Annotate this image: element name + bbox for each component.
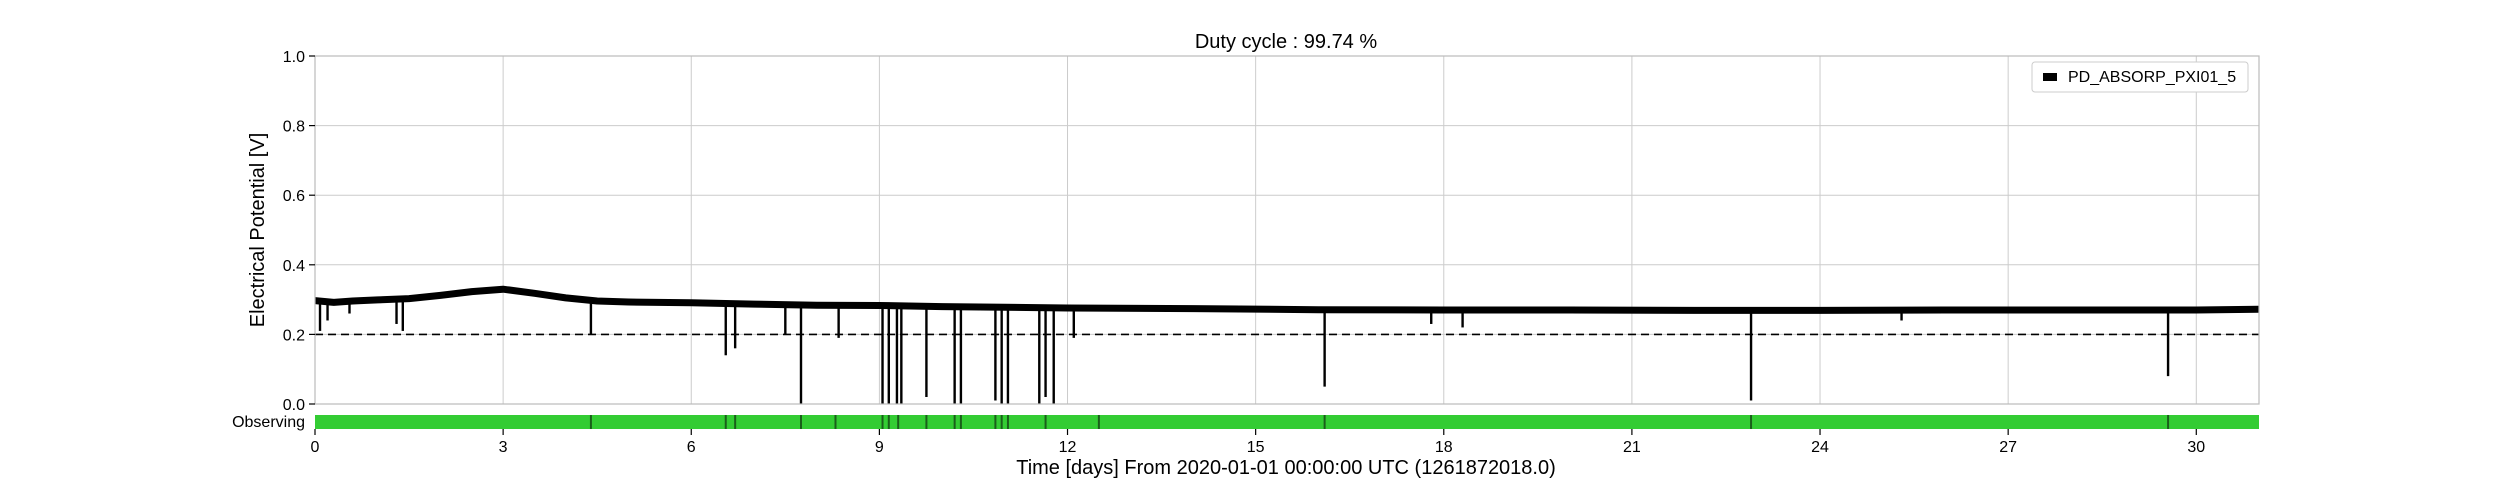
y-tick-label: 0.0	[283, 397, 305, 414]
x-tick-label: 12	[1059, 439, 1077, 456]
y-tick-label: 1.0	[283, 49, 305, 66]
series-baseline	[314, 285, 2260, 314]
observing-gap	[589, 415, 592, 429]
x-tick-label: 18	[1435, 439, 1453, 456]
observing-gap	[1000, 415, 1003, 429]
legend-swatch	[2043, 73, 2057, 81]
observing-gap	[925, 415, 928, 429]
observing-gap	[724, 415, 727, 429]
observing-gap	[953, 415, 956, 429]
observing-gap	[800, 415, 802, 429]
observing-gap	[1044, 415, 1047, 429]
x-tick-label: 0	[311, 439, 320, 456]
observing-gap	[887, 415, 890, 429]
observing-gap	[834, 415, 837, 429]
x-axis-label: Time [days] From 2020-01-01 00:00:00 UTC…	[1016, 457, 1556, 479]
legend: PD_ABSORP_PXI01_5	[2031, 61, 2249, 93]
series-line-PD_ABSORP_PXI01_5	[314, 285, 2260, 404]
x-tick-label: 27	[1999, 439, 2017, 456]
x-tick-label: 15	[1247, 439, 1265, 456]
x-tick-label: 9	[875, 439, 884, 456]
legend-frame	[2031, 61, 2249, 93]
y-axis: 0.0 0.2 0.4 0.6 0.8 1.0	[283, 49, 315, 414]
observing-bar	[315, 415, 2259, 429]
y-tick-label: 0.2	[283, 327, 305, 344]
observing-gap	[881, 415, 884, 429]
x-tick-label: 3	[499, 439, 508, 456]
observing-label: Observing	[232, 414, 305, 431]
plot-frame	[314, 55, 2260, 405]
y-tick-label: 0.4	[283, 258, 305, 275]
x-tick-label: 21	[1623, 439, 1641, 456]
legend-entry: PD_ABSORP_PXI01_5	[2068, 69, 2236, 86]
x-tick-label: 30	[2187, 439, 2205, 456]
observing-gap	[897, 415, 900, 429]
y-tick-label: 0.6	[283, 188, 305, 205]
y-axis-label: Electrical Potential [V]	[247, 133, 269, 328]
x-tick-label: 24	[1811, 439, 1829, 456]
observing-track	[315, 415, 2259, 429]
y-tick-label: 0.8	[283, 119, 305, 136]
observing-gap	[959, 415, 962, 429]
observing-gap	[994, 415, 997, 429]
observing-gap	[734, 415, 737, 429]
grid-lines	[314, 55, 2259, 405]
chart-title: Duty cycle : 99.74 %	[1195, 31, 1378, 53]
observing-gap	[1097, 415, 1100, 429]
x-axis: 0 3 6 9 12 15 18 21 24 27 30	[311, 429, 2205, 456]
x-tick-label: 6	[687, 439, 696, 456]
observing-gap	[1750, 415, 1753, 429]
observing-gap	[1006, 415, 1009, 429]
observing-gap	[2167, 415, 2170, 429]
observing-gap	[1323, 415, 1326, 429]
